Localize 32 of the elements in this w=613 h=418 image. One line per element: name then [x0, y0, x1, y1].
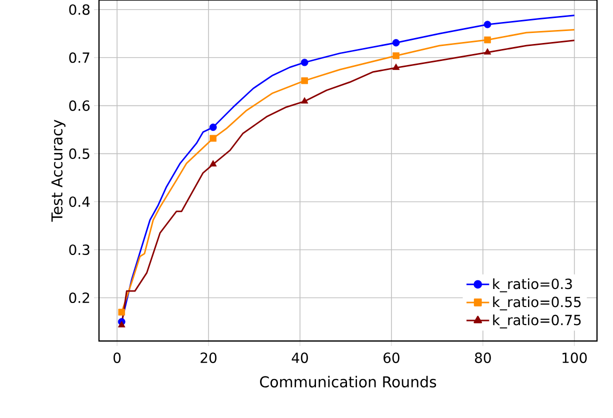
y-tick-label: 0.5 — [69, 148, 90, 159]
y-tick-label: 0.8 — [69, 4, 90, 15]
x-tick-label: 40 — [292, 352, 308, 364]
point — [301, 77, 308, 84]
point — [392, 39, 400, 46]
point — [118, 320, 126, 328]
point — [484, 20, 492, 28]
point — [210, 134, 216, 142]
x-tick-label: 80 — [474, 352, 491, 364]
point — [392, 52, 400, 60]
y-axis-title: Test Accuracy — [51, 120, 66, 222]
point — [300, 97, 308, 104]
point — [392, 64, 400, 70]
y-tick-label: 0.6 — [69, 100, 90, 111]
x-tick-label: 100 — [562, 352, 587, 364]
point — [484, 48, 492, 55]
x-axis-title: Communication Rounds — [260, 376, 436, 388]
y-tick-label: 0.7 — [69, 52, 90, 63]
legend-label: k_ratio=0.3 — [493, 278, 572, 292]
x-tick-label: 60 — [384, 352, 400, 364]
point — [209, 160, 217, 166]
legend-label: k_ratio=0.55 — [493, 296, 581, 310]
legend-label: k_ratio=0.75 — [493, 314, 581, 328]
y-tick-label: 0.3 — [69, 244, 90, 256]
y-tick-label: 0.4 — [69, 196, 90, 207]
point — [300, 58, 308, 66]
x-tick-label: 0 — [114, 352, 121, 364]
point — [209, 124, 217, 131]
y-tick-label: 0.2 — [69, 292, 90, 304]
point — [484, 36, 491, 44]
point — [118, 308, 126, 316]
x-tick-label: 20 — [200, 352, 216, 364]
